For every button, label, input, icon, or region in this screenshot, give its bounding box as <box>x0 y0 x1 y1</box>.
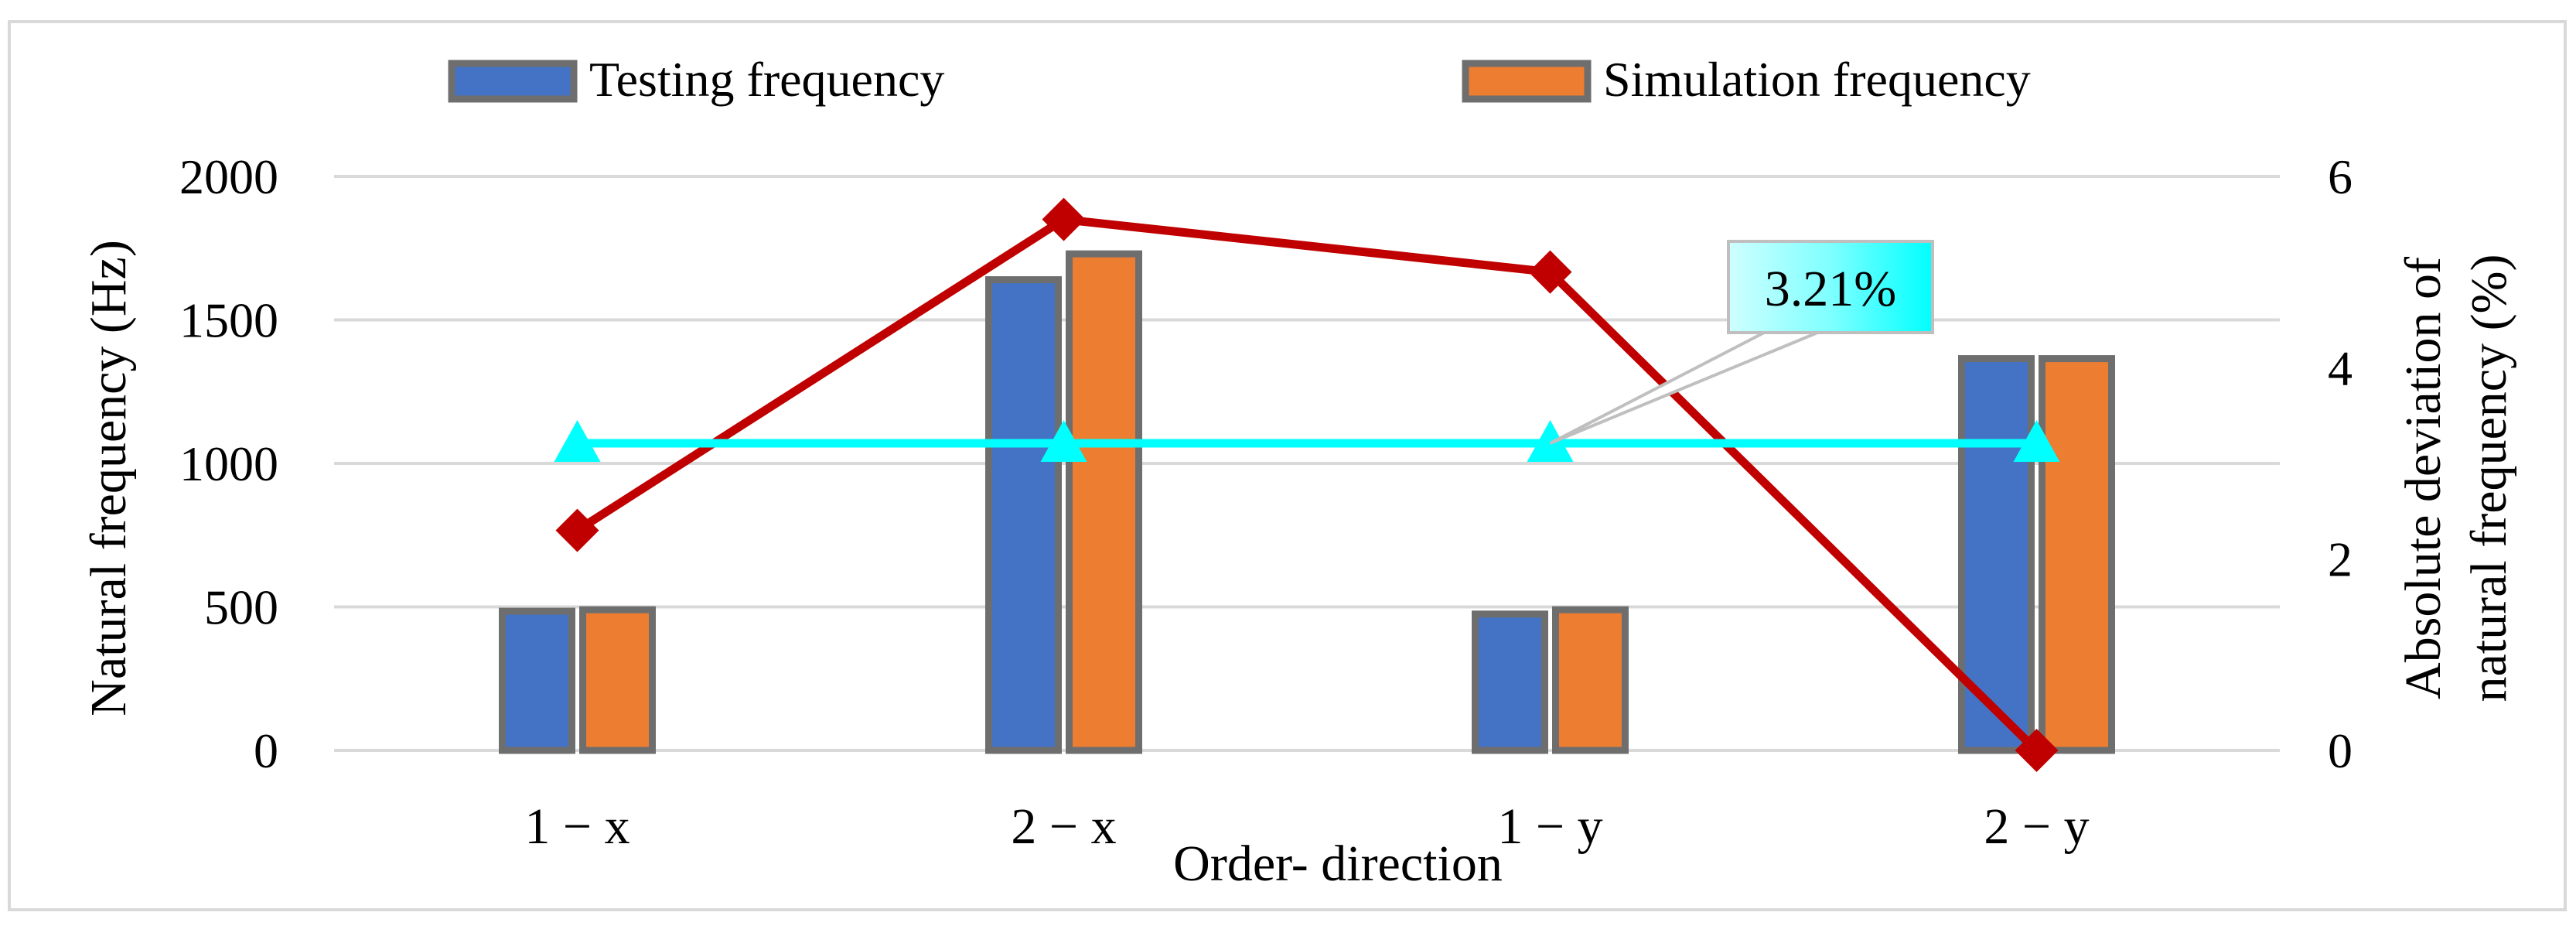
bar-simulation <box>1552 606 1629 754</box>
line-series <box>554 197 2060 772</box>
y2-axis-title-line1: Absolute deviation of <box>2395 257 2451 699</box>
x-tick-label: 2 − x <box>1011 798 1116 855</box>
bar-testing <box>1472 610 1548 754</box>
diamond-marker <box>2015 729 2059 772</box>
y-tick-label: 0 <box>254 723 278 778</box>
x-tick-label: 1 − x <box>524 798 629 855</box>
bars <box>499 250 2115 754</box>
chart-frame <box>8 20 2567 911</box>
triangle-marker <box>2013 420 2060 463</box>
legend-swatch-testing <box>448 60 578 103</box>
legend-label-simulation: Simulation frequency <box>1603 52 2031 107</box>
callout-label: 3.21% <box>1765 261 1896 317</box>
y2-tick-label: 0 <box>2328 723 2353 778</box>
y2-tick-label: 6 <box>2328 149 2353 204</box>
bar-simulation <box>579 606 656 754</box>
bar-simulation <box>1066 250 1142 754</box>
data-callout: 3.21% <box>1549 240 1934 445</box>
right-axis-ticks: 0 2 4 6 <box>2328 149 2353 778</box>
diamond-marker <box>555 508 599 552</box>
x-tick-label: 2 − y <box>1984 798 2089 855</box>
legend-label-testing: Testing frequency <box>589 52 944 107</box>
y2-axis-title-line2: natural frequency (%) <box>2461 254 2517 702</box>
x-axis-title: Order- direction <box>1173 835 1503 892</box>
y-tick-label: 1500 <box>179 293 278 348</box>
bar-testing <box>499 607 575 754</box>
y2-tick-label: 4 <box>2328 340 2353 395</box>
x-tick-label: 1 − y <box>1497 798 1602 855</box>
line-series-2 <box>575 215 2040 753</box>
category-labels: 1 − x 2 − x 1 − y 2 − y <box>524 798 2089 855</box>
y-tick-label: 2000 <box>179 149 278 204</box>
triangle-marker <box>1527 420 1574 463</box>
diamond-marker <box>1042 197 1086 241</box>
legend: Testing frequency Simulation frequency <box>448 52 2031 107</box>
bar-simulation <box>2039 355 2115 754</box>
y2-tick-label: 2 <box>2328 532 2353 587</box>
diamond-marker <box>1528 250 1572 294</box>
bar-testing <box>985 276 1062 754</box>
y-axis-title: Natural frequency (Hz) <box>80 240 137 716</box>
gridlines <box>334 175 2280 752</box>
legend-swatch-simulation <box>1462 60 1592 103</box>
y-tick-label: 1000 <box>179 436 278 491</box>
left-axis-ticks: 0 500 1000 1500 2000 <box>179 149 278 778</box>
triangle-marker <box>554 420 601 463</box>
triangle-marker <box>1040 420 1087 463</box>
y-tick-label: 500 <box>204 580 278 635</box>
callout-box <box>1727 240 1934 334</box>
